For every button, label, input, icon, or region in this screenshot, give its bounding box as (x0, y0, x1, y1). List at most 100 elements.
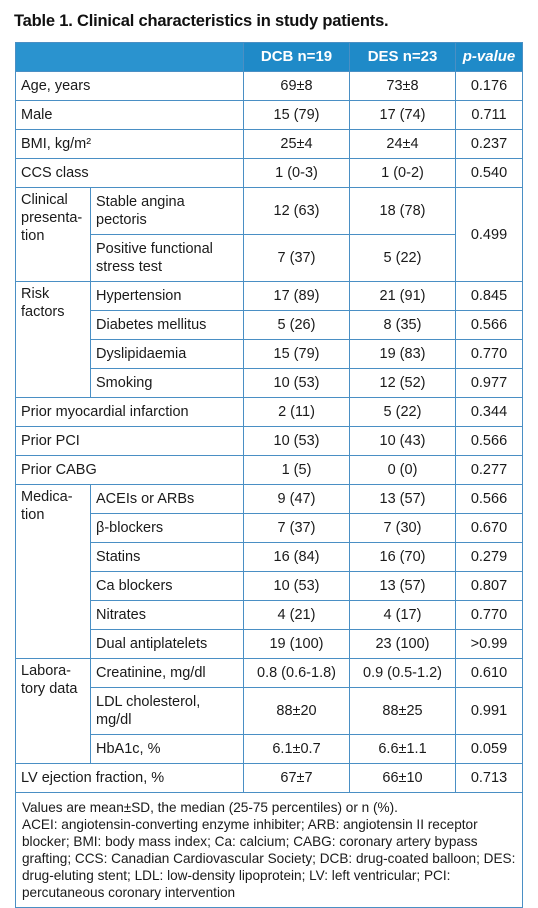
table-row: LV ejection fraction, % 67±7 66±10 0.713 (15, 763, 523, 793)
table-row: Medica-tion ACEIs or ARBs 9 (47) 13 (57)… (15, 484, 523, 659)
footnote-abbreviations: ACEI: angiotensin-converting enzyme inhi… (22, 817, 516, 900)
row-label: Male (15, 100, 244, 130)
table-row: Smoking 10 (53) 12 (52) 0.977 (16, 368, 523, 398)
header-blank (15, 42, 244, 72)
cell-dcb: 15 (79) (243, 339, 350, 369)
cell-des: 4 (17) (349, 600, 456, 630)
table-title: Table 1. Clinical characteristics in stu… (14, 12, 389, 30)
group-label: Risk factors (15, 281, 91, 398)
cell-des: 13 (57) (349, 571, 456, 601)
table-row: Positive functional stress test 7 (37) 5… (16, 234, 523, 282)
table-row: Prior PCI 10 (53) 10 (43) 0.566 (15, 426, 523, 456)
cell-p: 0.977 (455, 368, 523, 398)
cell-des: 23 (100) (349, 629, 456, 659)
cell-des: 17 (74) (349, 100, 456, 130)
cell-des: 5 (22) (349, 234, 456, 282)
cell-des: 10 (43) (349, 426, 456, 456)
cell-des: 73±8 (349, 71, 456, 101)
row-label: β-blockers (90, 513, 244, 543)
cell-dcb: 19 (100) (243, 629, 350, 659)
cell-p: >0.99 (455, 629, 523, 659)
header-p-label: p-value (462, 48, 516, 65)
cell-dcb: 25±4 (243, 129, 350, 159)
cell-dcb: 69±8 (243, 71, 350, 101)
cell-p: 0.237 (455, 129, 523, 159)
table-row: CCS class 1 (0-3) 1 (0-2) 0.540 (15, 158, 523, 188)
cell-dcb: 10 (53) (243, 426, 350, 456)
cell-p: 0.499 (455, 187, 523, 282)
row-label: LDL cholesterol, mg/dl (90, 687, 244, 735)
group-label: Labora-tory data (15, 658, 91, 764)
row-label: Dyslipidaemia (90, 339, 244, 369)
row-label: Prior myocardial infarction (15, 397, 244, 427)
cell-des: 12 (52) (349, 368, 456, 398)
table-row: Dual antiplatelets 19 (100) 23 (100) >0.… (16, 629, 523, 659)
table-row: Ca blockers 10 (53) 13 (57) 0.807 (16, 571, 523, 601)
cell-p: 0.279 (455, 542, 523, 572)
cell-dcb: 1 (5) (243, 455, 350, 485)
cell-p: 0.176 (455, 71, 523, 101)
row-label: Creatinine, mg/dl (90, 658, 244, 688)
table-row: Clinical presenta-tion Stable angina pec… (15, 187, 523, 282)
cell-dcb: 88±20 (243, 687, 350, 735)
cell-p: 0.807 (455, 571, 523, 601)
cell-dcb: 15 (79) (243, 100, 350, 130)
header-row: DCB n=19 DES n=23 p-value (15, 42, 523, 72)
table-row: Dyslipidaemia 15 (79) 19 (83) 0.770 (16, 339, 523, 369)
cell-p: 0.566 (455, 484, 523, 514)
row-label: HbA1c, % (90, 734, 244, 764)
cell-p: 0.344 (455, 397, 523, 427)
table-row: Male 15 (79) 17 (74) 0.711 (15, 100, 523, 130)
cell-des: 66±10 (349, 763, 456, 793)
row-label: CCS class (15, 158, 244, 188)
row-label: Stable angina pectoris (90, 187, 244, 235)
table-row: Labora-tory data Creatinine, mg/dl 0.8 (… (15, 658, 523, 764)
cell-des: 5 (22) (349, 397, 456, 427)
cell-des: 16 (70) (349, 542, 456, 572)
cell-dcb: 7 (37) (243, 513, 350, 543)
table-row: LDL cholesterol, mg/dl 88±20 88±25 0.991 (16, 687, 523, 735)
row-label: BMI, kg/m² (15, 129, 244, 159)
table-row: Prior myocardial infarction 2 (11) 5 (22… (15, 397, 523, 427)
table-row: Diabetes mellitus 5 (26) 8 (35) 0.566 (16, 310, 523, 340)
cell-p: 0.566 (455, 310, 523, 340)
cell-dcb: 0.8 (0.6-1.8) (243, 658, 350, 688)
table-row: Age, years 69±8 73±8 0.176 (15, 71, 523, 101)
cell-dcb: 16 (84) (243, 542, 350, 572)
table-row: Statins 16 (84) 16 (70) 0.279 (16, 542, 523, 572)
cell-dcb: 12 (63) (243, 187, 350, 235)
cell-des: 19 (83) (349, 339, 456, 369)
footnote-row: Values are mean±SD, the median (25-75 pe… (15, 792, 523, 908)
cell-des: 0.9 (0.5-1.2) (349, 658, 456, 688)
cell-p: 0.711 (455, 100, 523, 130)
cell-dcb: 10 (53) (243, 571, 350, 601)
cell-des: 13 (57) (349, 484, 456, 514)
table-row: Prior CABG 1 (5) 0 (0) 0.277 (15, 455, 523, 485)
cell-dcb: 67±7 (243, 763, 350, 793)
cell-des: 7 (30) (349, 513, 456, 543)
cell-p: 0.059 (455, 734, 523, 764)
cell-des: 88±25 (349, 687, 456, 735)
group-label: Clinical presenta-tion (15, 187, 91, 282)
cell-p: 0.845 (455, 281, 523, 311)
header-des: DES n=23 (349, 42, 456, 72)
cell-dcb: 6.1±0.7 (243, 734, 350, 764)
cell-p: 0.770 (455, 339, 523, 369)
cell-p: 0.713 (455, 763, 523, 793)
header-p-value: p-value (455, 42, 523, 72)
row-label: Dual antiplatelets (90, 629, 244, 659)
table-row: Nitrates 4 (21) 4 (17) 0.770 (16, 600, 523, 630)
table-row: β-blockers 7 (37) 7 (30) 0.670 (16, 513, 523, 543)
row-label: Ca blockers (90, 571, 244, 601)
cell-dcb: 17 (89) (243, 281, 350, 311)
cell-dcb: 7 (37) (243, 234, 350, 282)
clinical-characteristics-table: DCB n=19 DES n=23 p-value Age, years 69±… (15, 42, 523, 908)
row-label: Smoking (90, 368, 244, 398)
cell-dcb: 10 (53) (243, 368, 350, 398)
row-label: ACEIs or ARBs (90, 484, 244, 514)
cell-dcb: 2 (11) (243, 397, 350, 427)
cell-des: 6.6±1.1 (349, 734, 456, 764)
cell-dcb: 5 (26) (243, 310, 350, 340)
footnote: Values are mean±SD, the median (25-75 pe… (15, 792, 523, 908)
row-label: LV ejection fraction, % (15, 763, 244, 793)
